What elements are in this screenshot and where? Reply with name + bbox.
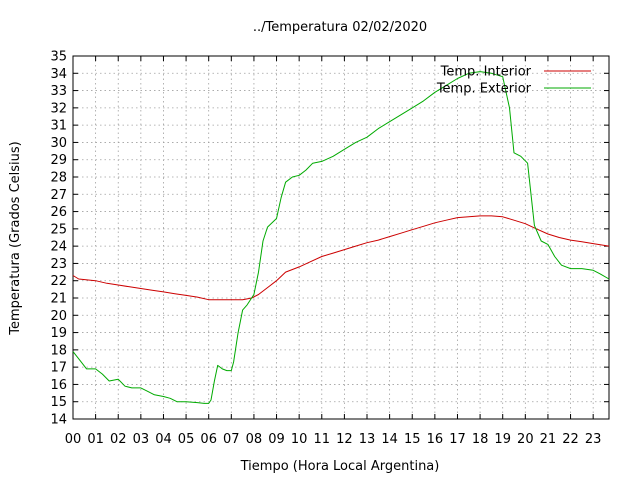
x-tick-label: 07 [223, 432, 240, 447]
x-tick-label: 13 [359, 432, 376, 447]
y-tick-label: 14 [50, 413, 67, 428]
y-tick-label: 19 [50, 326, 67, 341]
x-tick-label: 12 [336, 432, 353, 447]
series-line-interior [72, 215, 610, 301]
series-line-exterior [72, 71, 610, 404]
y-axis-label: Temperatura (Grados Celsius) [8, 141, 23, 335]
x-tick-label: 15 [404, 432, 421, 447]
x-axis-label: Tiempo (Hora Local Argentina) [240, 459, 440, 474]
x-tick-label: 02 [110, 432, 127, 447]
x-tick-label: 18 [472, 432, 489, 447]
x-tick-label: 14 [381, 432, 398, 447]
y-tick-label: 16 [50, 378, 67, 393]
x-tick-label: 19 [494, 432, 511, 447]
y-tick-label: 27 [50, 188, 67, 203]
y-tick-label: 24 [50, 240, 67, 255]
x-tick-label: 08 [246, 432, 263, 447]
x-tick-label: 16 [427, 432, 444, 447]
legend: Temp. Interior Temp. Exterior [436, 65, 591, 97]
y-tick-label: 30 [50, 136, 67, 151]
x-tick-label: 20 [517, 432, 534, 447]
y-tick-label: 33 [50, 84, 67, 99]
x-tick-label: 17 [449, 432, 466, 447]
y-tick-label: 32 [50, 101, 67, 116]
y-tick-label: 20 [50, 309, 67, 324]
x-tick-label: 21 [540, 432, 557, 447]
x-tick-label: 04 [155, 432, 172, 447]
plot-border [72, 55, 610, 420]
x-tick-label: 01 [87, 432, 104, 447]
axes-frame [72, 55, 610, 420]
y-tick-label: 15 [50, 395, 67, 410]
x-tick-label: 03 [133, 432, 150, 447]
y-tick-label: 23 [50, 257, 67, 272]
x-tick-label: 00 [65, 432, 82, 447]
x-tick-label: 10 [291, 432, 308, 447]
y-tick-label: 22 [50, 274, 67, 289]
y-tick-label: 35 [50, 50, 67, 65]
x-tick-label: 11 [314, 432, 331, 447]
legend-label: Temp. Exterior [436, 82, 532, 97]
x-tick-label: 23 [585, 432, 602, 447]
y-tick-label: 34 [50, 67, 67, 82]
y-tick-label: 31 [50, 119, 67, 134]
legend-label: Temp. Interior [440, 65, 532, 80]
x-tick-label: 09 [268, 432, 285, 447]
y-tick-label: 29 [50, 153, 67, 168]
grid-lines [73, 56, 609, 419]
x-tick-label: 05 [178, 432, 195, 447]
tick-marks: 14 15 16 17 18 19 20 21 22 23 24 25 26 27 28 29 30 31 32 33… [50, 50, 609, 447]
y-tick-label: 28 [50, 171, 67, 186]
x-tick-label: 22 [562, 432, 579, 447]
y-tick-label: 18 [50, 343, 67, 358]
y-tick-label: 25 [50, 222, 67, 237]
x-tick-label: 06 [200, 432, 217, 447]
y-tick-label: 17 [50, 361, 67, 376]
y-tick-label: 26 [50, 205, 67, 220]
y-tick-label: 21 [50, 292, 67, 307]
chart-title: ../Temperatura 02/02/2020 [253, 20, 427, 35]
series-lines [72, 71, 610, 404]
